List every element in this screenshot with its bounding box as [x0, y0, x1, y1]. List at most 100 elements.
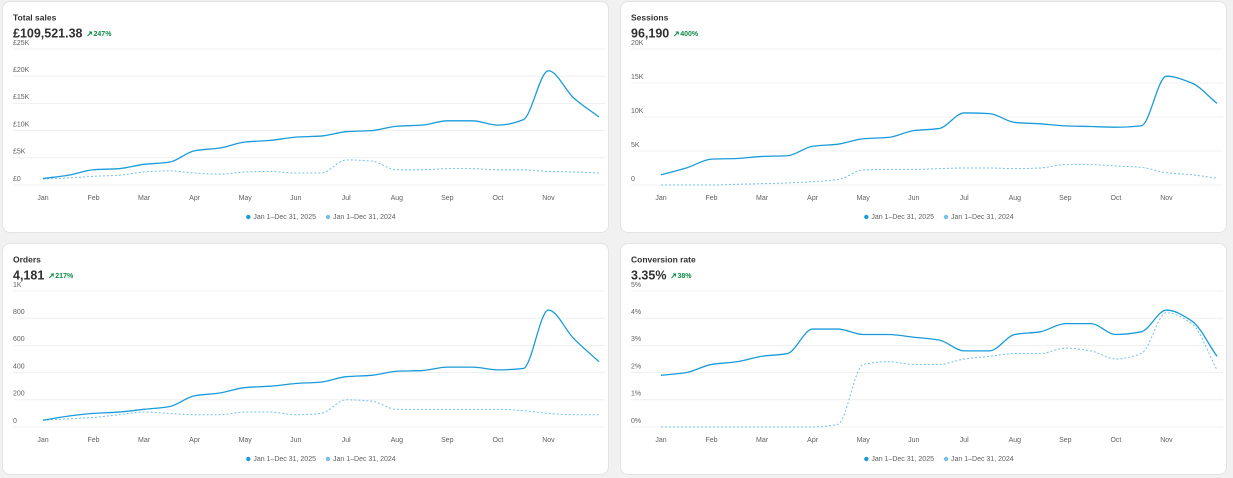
legend-label: Jan 1–Dec 31, 2025: [253, 456, 316, 463]
y-tick-label: £10K: [13, 121, 30, 128]
y-tick-label: £25K: [13, 40, 30, 47]
legend-label: Jan 1–Dec 31, 2024: [951, 456, 1014, 463]
legend-marker: [246, 214, 251, 220]
x-tick-label: Apr: [189, 437, 201, 444]
x-tick-label: Mar: [756, 437, 769, 444]
x-tick-label: Jan: [37, 195, 48, 202]
x-tick-label: Oct: [492, 195, 503, 202]
y-tick-label: 0: [631, 176, 635, 183]
chart: Conversion rate 3.35% 38% 0% 1% 2% 3% 4% 5% Jan Fe…: [631, 254, 1223, 463]
y-tick-label: 200: [13, 391, 25, 398]
series-line: [42, 159, 600, 180]
legend-label: Jan 1–Dec 31, 2025: [871, 456, 934, 463]
y-tick-label: 1K: [13, 282, 22, 289]
y-tick-label: 4%: [631, 309, 641, 316]
legend-marker: [943, 214, 949, 220]
series-line: [42, 399, 599, 421]
x-tick-label: Apr: [807, 437, 819, 444]
x-tick-label: May: [239, 195, 253, 202]
series-line: [660, 309, 1218, 376]
legend-label: Jan 1–Dec 31, 2024: [333, 214, 396, 221]
y-tick-label: £15K: [13, 94, 30, 101]
chart-card: Orders 4,181 217% 0 200 400 600 800 1K Jan Feb Mar A…: [2, 243, 609, 475]
x-tick-label: Aug: [391, 195, 404, 202]
x-tick-label: Sep: [1059, 195, 1072, 202]
x-tick-label: Sep: [441, 437, 454, 444]
trend-arrow: [673, 31, 679, 37]
x-tick-label: Jan: [655, 195, 666, 202]
chart-title: Conversion rate: [631, 254, 696, 264]
y-tick-label: 0: [13, 418, 17, 425]
y-tick-label: 800: [13, 309, 25, 316]
chart: Total sales £109,521.38 247% £0 £5K £10K £15K £…: [13, 12, 605, 221]
x-tick-label: Mar: [138, 195, 151, 202]
x-tick-label: Jul: [342, 437, 351, 444]
y-tick-label: 20K: [631, 40, 644, 47]
chart-card: Sessions 96,190 400% 0 5K 10K 15K 20K Jan Feb Mar A…: [620, 1, 1227, 233]
x-tick-label: Aug: [1009, 437, 1022, 444]
trend-arrow: [48, 273, 54, 279]
x-tick-label: Oct: [492, 437, 503, 444]
x-tick-label: Feb: [706, 195, 718, 202]
x-tick-label: Aug: [391, 437, 404, 444]
x-tick-label: Apr: [807, 195, 819, 202]
legend-marker: [864, 214, 869, 220]
x-tick-label: Jun: [290, 437, 301, 444]
x-tick-label: Nov: [1160, 437, 1173, 444]
x-tick-label: Oct: [1110, 195, 1121, 202]
metric-change: 400%: [680, 31, 699, 38]
metric-value: £109,521.38: [13, 26, 83, 40]
x-tick-label: Aug: [1009, 195, 1022, 202]
legend-label: Jan 1–Dec 31, 2024: [951, 214, 1014, 221]
series-line: [660, 75, 1218, 176]
metric-change: 247%: [94, 31, 113, 38]
metric-value: 3.35%: [631, 268, 666, 282]
series-line: [42, 309, 600, 421]
trend-arrow: [87, 31, 93, 37]
x-tick-label: Jun: [908, 195, 919, 202]
chart-title: Total sales: [13, 12, 57, 22]
y-tick-label: 600: [13, 336, 25, 343]
chart-title: Orders: [13, 254, 41, 264]
x-tick-label: Nov: [542, 437, 555, 444]
metric-change: 38%: [677, 273, 692, 280]
x-tick-label: Jul: [960, 437, 969, 444]
metric-value: 96,190: [631, 26, 669, 40]
x-tick-label: Mar: [756, 195, 769, 202]
x-tick-label: Feb: [706, 437, 718, 444]
y-tick-label: 0%: [631, 418, 641, 425]
x-tick-label: Feb: [88, 437, 100, 444]
series-line: [42, 70, 600, 180]
y-tick-label: 15K: [631, 74, 644, 81]
x-tick-label: May: [239, 437, 253, 444]
legend-label: Jan 1–Dec 31, 2025: [253, 214, 316, 221]
chart-title: Sessions: [631, 12, 669, 22]
x-tick-label: Sep: [441, 195, 454, 202]
y-tick-label: 1%: [631, 391, 641, 398]
series-line: [661, 164, 1218, 186]
y-tick-label: £20K: [13, 67, 30, 74]
legend-marker: [864, 456, 869, 462]
trend-arrow: [671, 273, 676, 279]
y-tick-label: 10K: [631, 108, 644, 115]
y-tick-label: £0: [13, 176, 21, 183]
y-tick-label: 5%: [631, 282, 641, 289]
x-tick-label: Feb: [88, 195, 100, 202]
x-tick-label: Nov: [542, 195, 555, 202]
x-tick-label: Sep: [1059, 437, 1072, 444]
x-tick-label: May: [857, 437, 871, 444]
x-tick-label: May: [857, 195, 871, 202]
chart: Orders 4,181 217% 0 200 400 600 800 1K Jan Feb Mar A…: [13, 254, 605, 463]
legend-marker: [943, 456, 949, 462]
chart-card: Conversion rate 3.35% 38% 0% 1% 2% 3% 4% 5% Jan Fe…: [620, 243, 1227, 475]
legend-label: Jan 1–Dec 31, 2024: [333, 456, 396, 463]
x-tick-label: Apr: [189, 195, 201, 202]
y-tick-label: 400: [13, 363, 25, 370]
x-tick-label: Jan: [655, 437, 666, 444]
x-tick-label: Jul: [342, 195, 351, 202]
metric-change: 217%: [55, 273, 74, 280]
x-tick-label: Jun: [908, 437, 919, 444]
y-tick-label: 3%: [631, 336, 641, 343]
series-line: [661, 312, 1218, 428]
